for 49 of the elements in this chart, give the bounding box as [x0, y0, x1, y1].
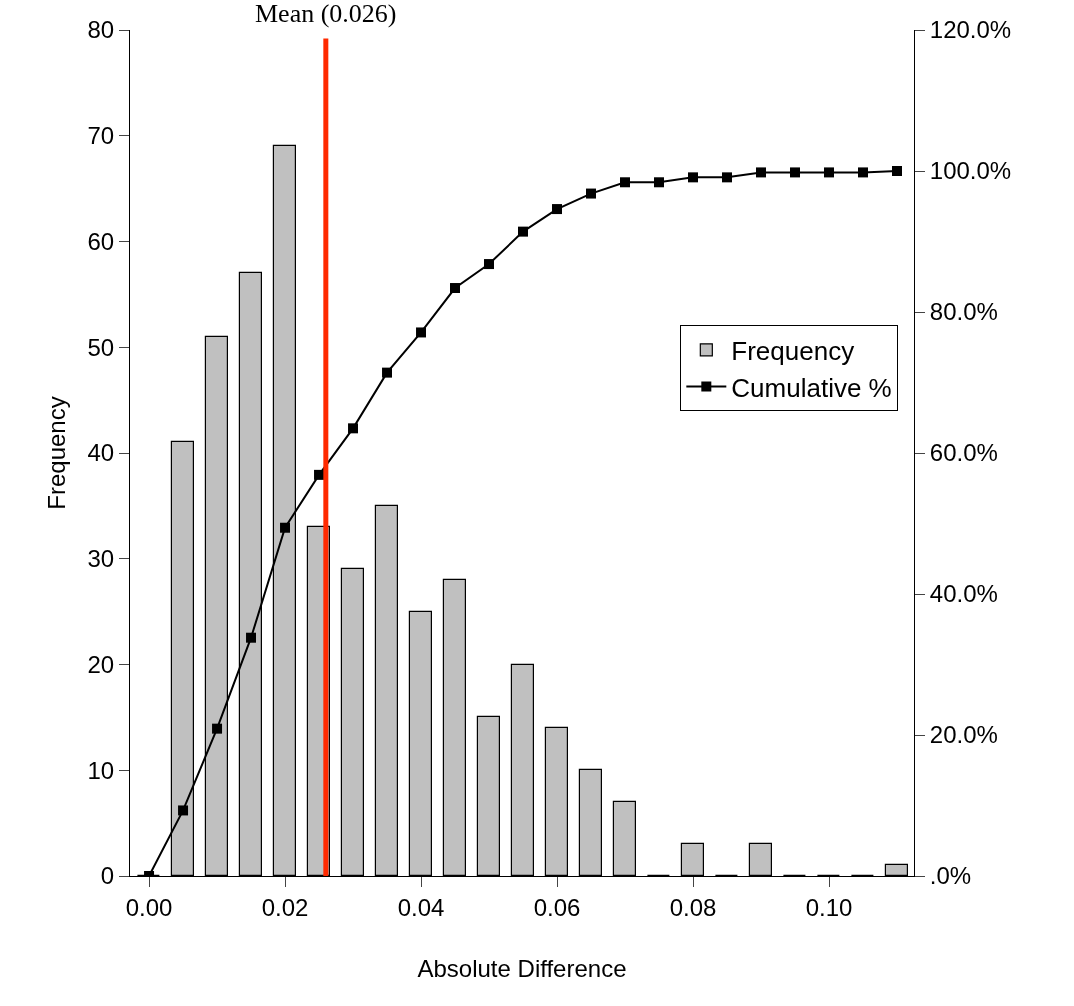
- y2-tick-label: 80.0%: [929, 298, 998, 326]
- x-tick-label: 0.06: [533, 893, 581, 921]
- y2-tick-label: 60.0%: [929, 439, 998, 467]
- point: [280, 522, 291, 533]
- point: [348, 423, 359, 434]
- y-tick-label: 60: [87, 227, 115, 255]
- legend-label: Frequency: [731, 335, 855, 366]
- y-tick-label: 10: [87, 756, 115, 784]
- point: [790, 167, 801, 178]
- y2-tick-label: 120.0%: [929, 16, 1012, 44]
- x-tick-label: 0.08: [669, 893, 717, 921]
- y-axis-title: Frequency: [42, 396, 70, 510]
- point: [450, 283, 461, 294]
- point: [722, 172, 733, 183]
- y-tick-label: 70: [87, 122, 115, 150]
- point: [416, 327, 427, 338]
- x-tick-label: 0.10: [805, 893, 853, 921]
- point: [246, 632, 257, 643]
- point: [654, 177, 665, 188]
- x-tick-label: 0.04: [397, 893, 445, 921]
- point: [586, 188, 597, 199]
- point: [382, 367, 393, 378]
- point: [824, 167, 834, 178]
- ref-line-label: Mean (0.026): [255, 0, 397, 28]
- y2-tick-label: 100.0%: [929, 157, 1012, 185]
- point: [212, 723, 223, 734]
- point: [178, 805, 189, 816]
- point: [688, 172, 699, 183]
- point: [552, 204, 563, 215]
- y-tick-label: 80: [87, 16, 115, 44]
- y-tick-label: 20: [87, 650, 115, 678]
- point: [484, 259, 495, 270]
- y-tick-label: 30: [87, 545, 115, 573]
- y-tick-label: 0: [100, 862, 115, 890]
- y-tick-label: 50: [87, 333, 115, 361]
- legend-label: Cumulative %: [731, 372, 892, 403]
- x-tick-label: 0.00: [125, 893, 173, 921]
- x-tick-label: 0.02: [261, 893, 309, 921]
- x-axis-title: Absolute Difference: [417, 955, 627, 983]
- y2-tick-label: 40.0%: [929, 580, 998, 608]
- y2-tick-label: 20.0%: [929, 721, 998, 749]
- point: [620, 177, 631, 188]
- y2-tick-label: .0%: [929, 862, 972, 890]
- point: [518, 226, 529, 237]
- point: [892, 166, 902, 176]
- point: [858, 167, 868, 178]
- y-tick-label: 40: [87, 439, 115, 467]
- point: [756, 167, 767, 178]
- point: [314, 469, 325, 480]
